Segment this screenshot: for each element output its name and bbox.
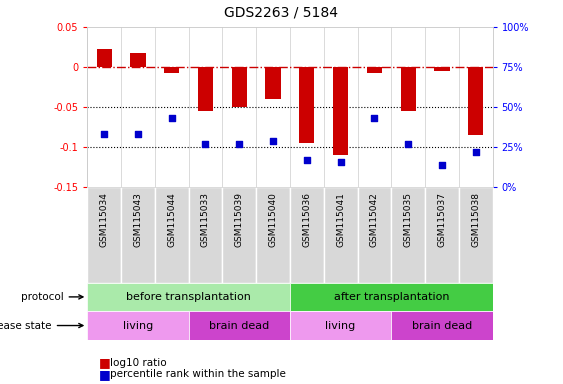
Bar — [324, 187, 358, 283]
Text: GSM115044: GSM115044 — [167, 192, 176, 247]
Text: living: living — [325, 321, 356, 331]
Point — [437, 162, 446, 168]
Point — [404, 141, 413, 147]
Text: ■: ■ — [99, 368, 110, 381]
Text: GSM115043: GSM115043 — [133, 192, 142, 247]
Bar — [121, 187, 155, 283]
Bar — [333, 67, 348, 155]
Text: GSM115033: GSM115033 — [201, 192, 210, 247]
Bar — [189, 311, 290, 340]
Bar — [401, 67, 415, 111]
Bar — [256, 187, 290, 283]
Text: before transplantation: before transplantation — [126, 292, 251, 302]
Bar — [290, 311, 391, 340]
Bar — [198, 67, 213, 111]
Text: GSM115041: GSM115041 — [336, 192, 345, 247]
Text: GDS2263 / 5184: GDS2263 / 5184 — [225, 6, 338, 20]
Text: GSM115034: GSM115034 — [100, 192, 109, 247]
Text: GSM115042: GSM115042 — [370, 192, 379, 247]
Point — [471, 149, 480, 155]
Point — [235, 141, 244, 147]
Bar — [232, 67, 247, 107]
Bar — [155, 187, 189, 283]
Text: ■: ■ — [99, 356, 110, 369]
Bar — [87, 187, 121, 283]
Text: GSM115039: GSM115039 — [235, 192, 244, 247]
Point — [167, 115, 176, 121]
Text: GSM115037: GSM115037 — [437, 192, 446, 247]
Bar — [468, 67, 483, 135]
Text: brain dead: brain dead — [412, 321, 472, 331]
Point — [370, 115, 379, 121]
Bar — [130, 53, 145, 67]
Text: GSM115040: GSM115040 — [269, 192, 278, 247]
Bar — [290, 187, 324, 283]
Text: GSM115036: GSM115036 — [302, 192, 311, 247]
Bar — [459, 187, 493, 283]
Bar — [435, 67, 449, 71]
Point — [133, 131, 142, 137]
Text: after transplantation: after transplantation — [333, 292, 449, 302]
Bar — [266, 67, 281, 99]
Bar — [222, 187, 256, 283]
Text: disease state: disease state — [0, 321, 83, 331]
Text: GSM115035: GSM115035 — [404, 192, 413, 247]
Text: percentile rank within the sample: percentile rank within the sample — [110, 369, 285, 379]
Text: GSM115038: GSM115038 — [471, 192, 480, 247]
Point — [100, 131, 109, 137]
Bar — [87, 311, 189, 340]
Bar — [300, 67, 315, 143]
Bar — [391, 187, 425, 283]
Bar — [97, 49, 112, 67]
Bar — [425, 187, 459, 283]
Bar — [391, 311, 493, 340]
Point — [336, 159, 345, 165]
Text: living: living — [123, 321, 153, 331]
Point — [302, 157, 311, 163]
Point — [269, 137, 278, 144]
Bar — [164, 67, 179, 73]
Text: brain dead: brain dead — [209, 321, 270, 331]
Text: protocol: protocol — [21, 292, 83, 302]
Bar — [87, 283, 290, 311]
Bar — [367, 67, 382, 73]
Bar — [358, 187, 391, 283]
Text: log10 ratio: log10 ratio — [110, 358, 167, 368]
Bar — [189, 187, 222, 283]
Point — [201, 141, 210, 147]
Bar — [290, 283, 493, 311]
